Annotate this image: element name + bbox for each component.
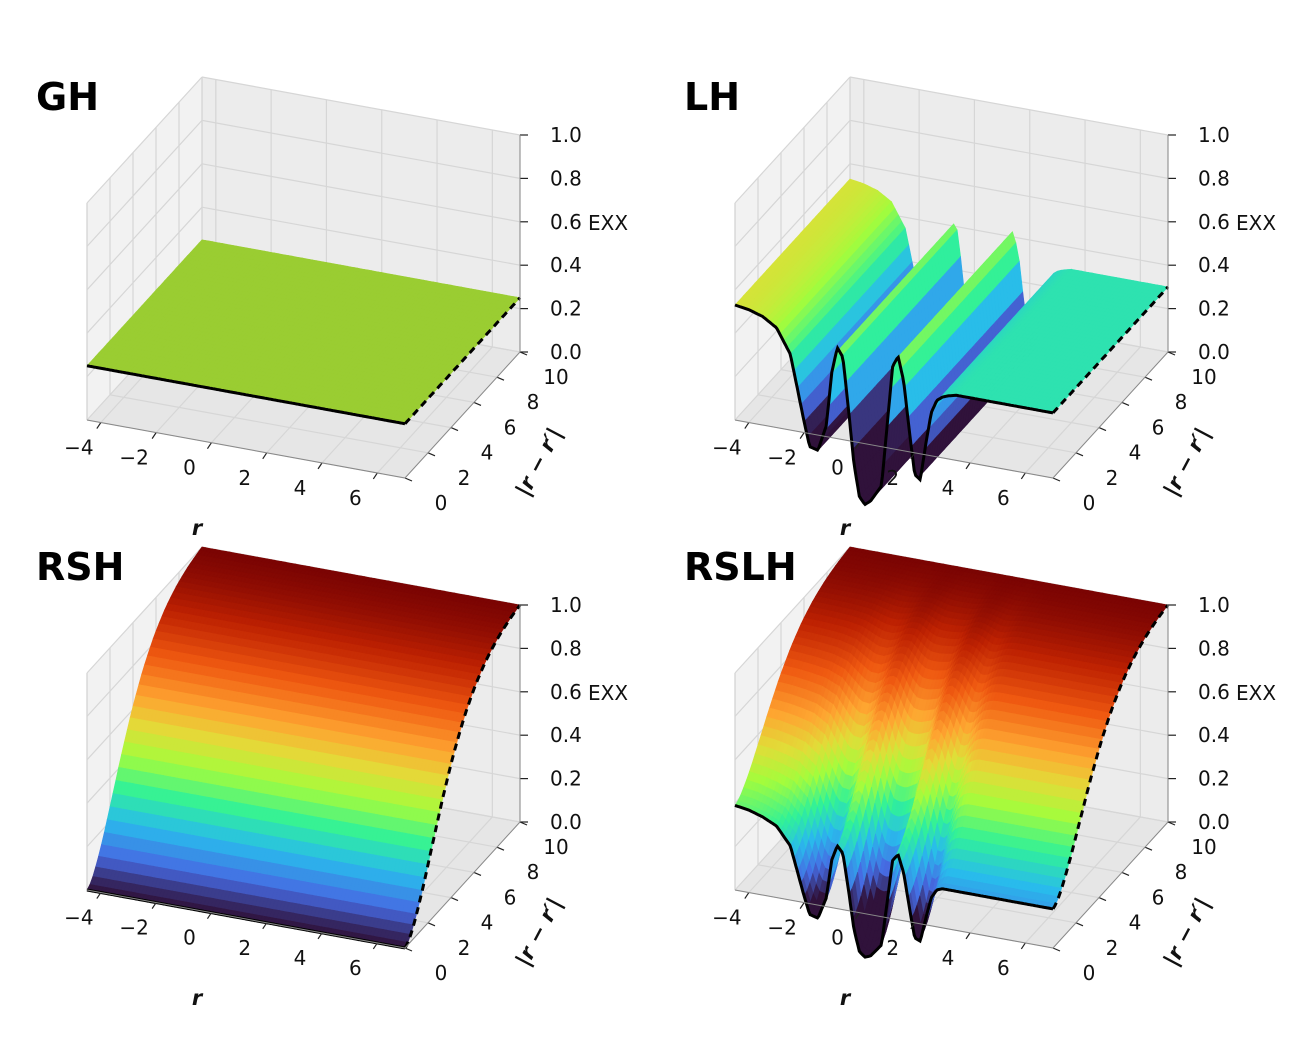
y-tick-label: 6 [504,415,517,439]
grid-line [86,76,203,204]
y-tick [473,401,482,406]
z-tick-label: 0.4 [550,253,582,277]
z-tick-label: 0.8 [550,166,582,190]
y-tick [450,427,459,432]
y-tick [404,477,413,482]
x-tick-label: 2 [238,466,251,490]
panel-lh: −4 −2 0 2 4 6 02468100.00.20.40.60.81.0EXXr|r … [684,75,1276,540]
z-tick-label: 0.2 [550,297,582,321]
y-axis-label: |r − r′| [511,423,568,500]
grid-line [86,206,203,334]
grid-line [201,119,521,179]
x-tick [317,462,323,470]
x-tick-label: −4 [64,436,93,460]
x-tick [262,452,268,460]
x-axis-label: r [192,516,204,540]
z-tick-label: 0.0 [550,340,582,364]
y-tick-label: 2 [458,466,471,490]
x-tick-label: 4 [294,476,307,500]
x-tick-label: −2 [119,446,148,470]
surface [86,239,521,425]
grid-line [86,163,203,291]
x-tick [96,422,102,429]
y-tick-label: 4 [481,441,494,465]
y-tick [496,376,505,381]
grid-line [86,119,203,247]
z-axis-label: EXX [588,211,628,235]
x-tick [206,442,212,450]
grid-line [201,206,521,266]
x-tick-label: 6 [349,486,362,510]
x-tick [151,432,157,439]
panel-title: GH [36,75,99,119]
grid-line [109,394,429,454]
z-tick-label: 1.0 [550,123,582,147]
z-tick-label: 0.6 [550,210,582,234]
y-tick [427,452,436,457]
y-tick-label: 8 [527,390,540,414]
grid-line [201,76,521,136]
y-tick-label: 0 [435,491,448,515]
grid-line [376,346,493,474]
grid-line [201,163,521,223]
x-tick-label: 0 [183,456,196,480]
y-tick-label: 10 [543,365,568,389]
panel-gh: −4 −2 0 2 4 6 02468100.00.20.40.60.81.0EXXr|r … [36,75,628,540]
x-tick [372,472,378,480]
